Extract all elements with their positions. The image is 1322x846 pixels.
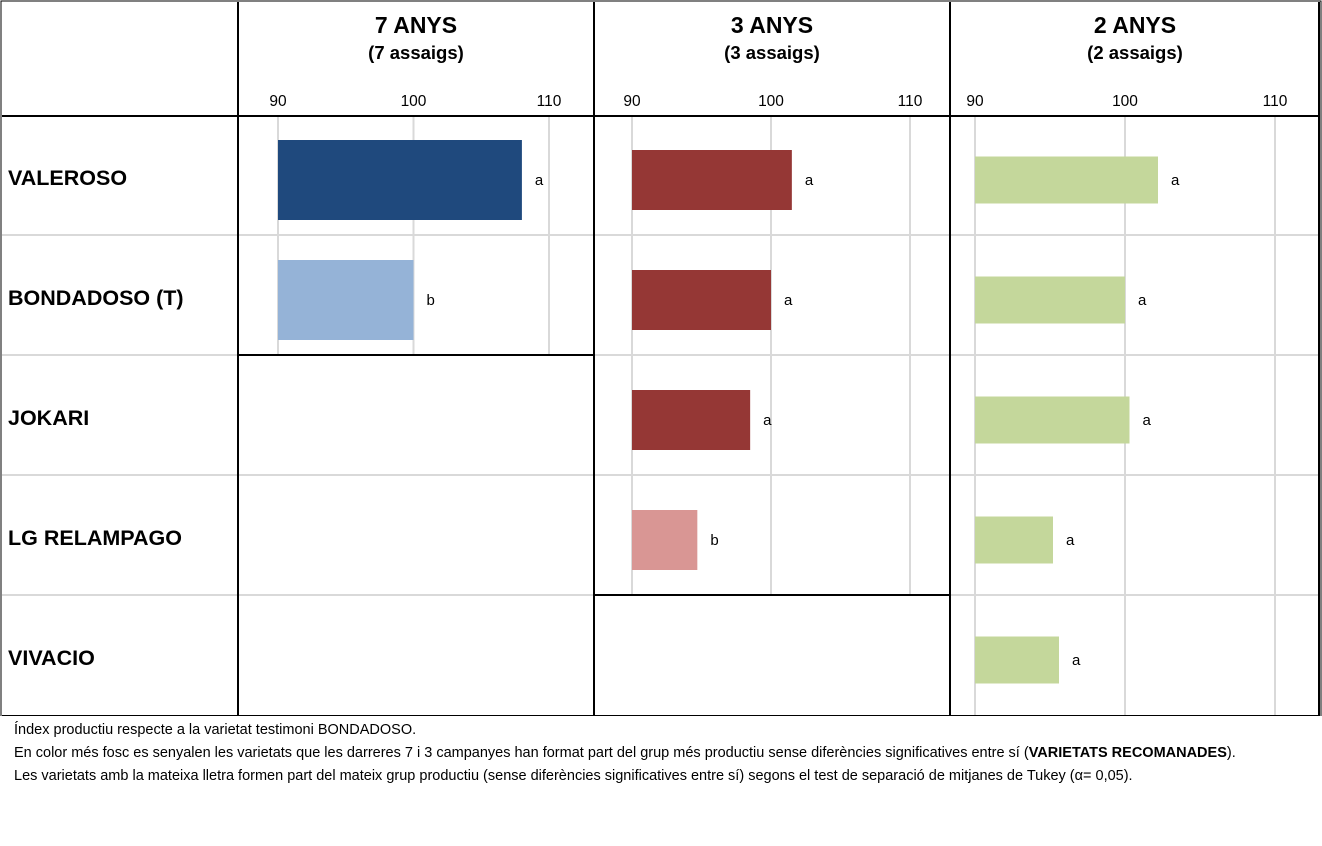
x-tick-label: 90	[966, 93, 984, 110]
group-letter: a	[1072, 652, 1081, 669]
group-letter: a	[763, 412, 772, 429]
footnotes: Índex productiu respecte a la varietat t…	[2, 716, 1322, 791]
bar	[975, 396, 1130, 444]
outer-frame	[0, 0, 1322, 716]
variety-label: JOKARI	[8, 406, 89, 430]
panel-subtitle: (3 assaigs)	[724, 42, 820, 63]
variety-label: VIVACIO	[8, 646, 95, 670]
x-tick-label: 90	[269, 93, 287, 110]
bar	[975, 636, 1059, 684]
variety-label: BONDADOSO (T)	[8, 286, 184, 310]
panel-title: 3 ANYS	[731, 12, 813, 38]
bar	[975, 156, 1158, 204]
x-tick-label: 100	[1112, 93, 1138, 110]
x-tick-label: 110	[1263, 93, 1288, 110]
x-tick-label: 110	[898, 93, 923, 110]
group-letter: a	[784, 292, 793, 309]
x-tick-label: 100	[758, 93, 784, 110]
bar	[632, 510, 698, 570]
panel-title: 2 ANYS	[1094, 12, 1176, 38]
group-letter: b	[710, 532, 718, 549]
variety-label: LG RELAMPAGO	[8, 526, 182, 550]
x-tick-label: 90	[623, 93, 641, 110]
bar	[278, 260, 414, 340]
footnote-letters: Les varietats amb la mateixa lletra form…	[14, 768, 1133, 784]
x-tick-label: 100	[401, 93, 427, 110]
panel-subtitle: (7 assaigs)	[368, 42, 464, 63]
group-letter: a	[1066, 532, 1075, 549]
bar	[632, 390, 751, 450]
bar	[278, 140, 522, 220]
bar	[632, 270, 771, 330]
panel-subtitle: (2 assaigs)	[1087, 42, 1183, 63]
group-letter: a	[1171, 172, 1180, 189]
bar	[975, 516, 1053, 564]
bar	[632, 150, 792, 210]
variety-index-chart: VALEROSO BONDADOSO (T) JOKARI LG RELAMPAGO V…	[0, 0, 1322, 716]
footnote-index: Índex productiu respecte a la varietat t…	[14, 722, 417, 738]
group-letter: a	[805, 172, 814, 189]
group-letter: a	[1138, 292, 1147, 309]
group-letter: a	[535, 172, 544, 189]
group-letter: a	[1143, 412, 1152, 429]
recommended-varieties-label: VARIETATS RECOMANADES	[1028, 745, 1227, 761]
group-letter: b	[427, 292, 435, 309]
panel-title: 7 ANYS	[375, 12, 457, 38]
bar	[975, 276, 1125, 324]
x-tick-label: 110	[537, 93, 562, 110]
variety-label: VALEROSO	[8, 166, 127, 190]
footnote-colors: En color més fosc es senyalen les variet…	[14, 745, 1236, 761]
